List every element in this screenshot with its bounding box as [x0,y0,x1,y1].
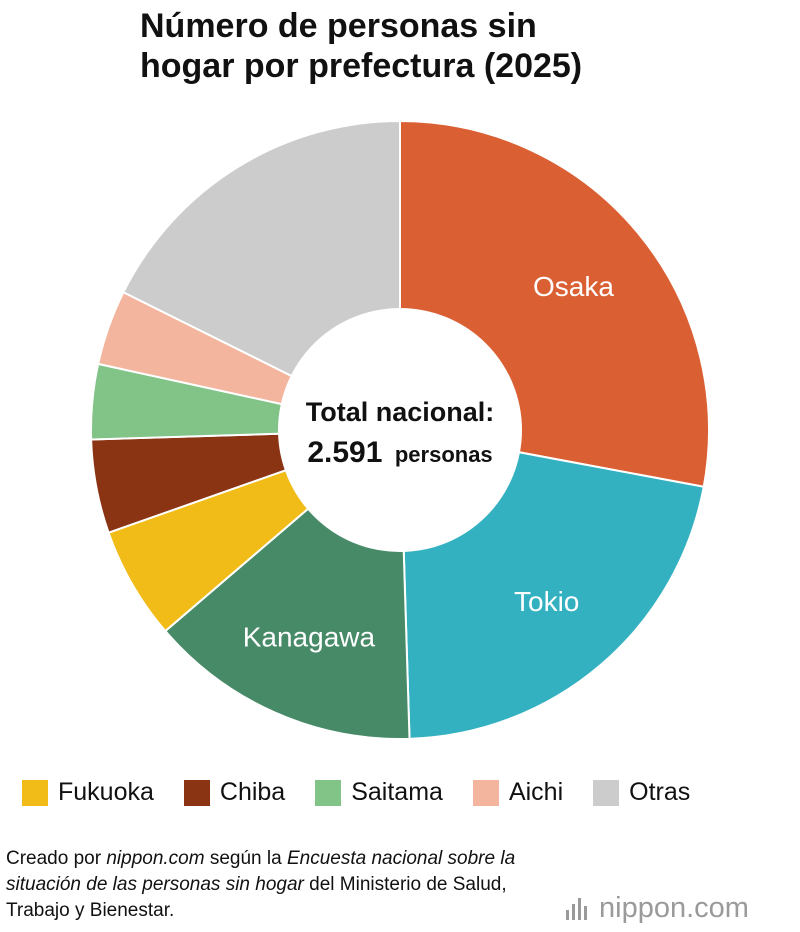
source-survey: Encuesta nacional sobre la situación de … [6,848,516,895]
legend-swatch [22,779,48,806]
slice-labels-group: Osaka Tokio Kanagawa [243,271,615,652]
source-text-3: del Ministerio de Salud, Trabajo y Biene… [6,874,507,921]
slice-label-tokio: Tokio [514,586,579,617]
center-total-number: 2.591 [307,436,382,469]
source-text-1: Creado por [6,848,107,869]
legend-swatch [315,779,342,806]
slice-label-kanagawa: Kanagawa [243,621,376,652]
legend-label: Fukuoka [58,778,154,806]
center-total-unit: personas [395,442,493,467]
source-note: Creado por nippon.com según la Encuesta … [6,846,566,924]
legend-item-saitama: Saitama [315,778,443,807]
donut-hole [278,308,522,552]
legend: Fukuoka Chiba Saitama Aichi Otras [22,778,792,807]
donut-chart: Osaka Tokio Kanagawa Total nacional: 2.591… [90,119,711,740]
legend-item-otras: Otras [593,778,690,807]
legend-label: Aichi [508,778,564,806]
legend-label: Otras [629,778,691,806]
logo-text: nippon.com [599,891,749,924]
chart-title: Número de personas sin hogar por prefect… [140,7,583,85]
nippon-bars-icon [566,896,590,920]
center-total-value: 2.591 personas [307,436,492,469]
center-total-label: Total nacional: [306,397,495,427]
source-site: nippon.com [106,848,205,869]
legend-item-aichi: Aichi [472,778,564,807]
legend-item-chiba: Chiba [183,778,286,807]
nippon-logo: nippon.com [566,890,798,926]
legend-label: Saitama [351,778,443,806]
source-text-2: según la [204,848,287,869]
legend-swatch [472,779,499,806]
legend-label: Chiba [219,778,286,806]
legend-item-fukuoka: Fukuoka [22,778,154,807]
legend-swatch [593,779,620,806]
legend-swatch [183,779,210,806]
slice-label-osaka: Osaka [533,271,614,302]
